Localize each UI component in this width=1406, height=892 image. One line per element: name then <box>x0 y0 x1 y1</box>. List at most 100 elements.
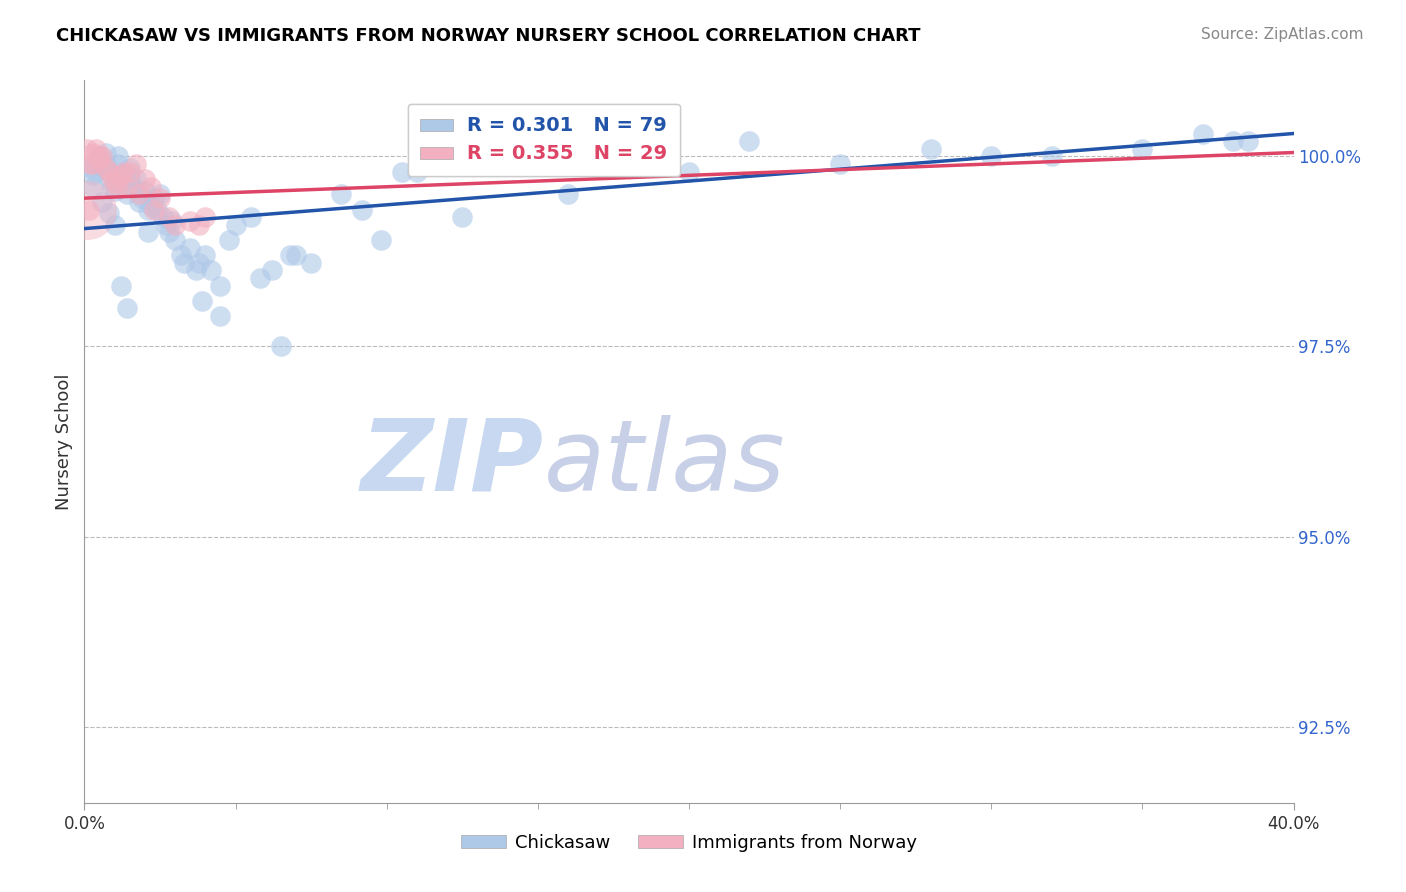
Point <box>830 157 852 171</box>
Point <box>107 157 129 171</box>
Point <box>1222 134 1244 148</box>
Point <box>352 202 374 217</box>
Point <box>110 278 132 293</box>
Point <box>94 161 117 175</box>
Point <box>512 142 534 156</box>
Point <box>149 187 172 202</box>
Point <box>91 161 114 175</box>
Point <box>112 164 135 178</box>
Point <box>82 145 104 160</box>
Point <box>225 218 247 232</box>
Point <box>165 218 187 232</box>
Point <box>165 233 187 247</box>
Point <box>188 256 211 270</box>
Point <box>76 202 98 217</box>
Point <box>115 179 138 194</box>
Point <box>94 145 117 160</box>
Point <box>112 164 135 178</box>
Point <box>118 172 141 186</box>
Point <box>89 153 111 168</box>
Point <box>188 218 211 232</box>
Point <box>97 164 120 178</box>
Point <box>79 161 101 175</box>
Point <box>110 169 132 183</box>
Point <box>157 210 180 224</box>
Point <box>239 210 262 224</box>
Point <box>160 214 183 228</box>
Point <box>738 134 761 148</box>
Point <box>980 149 1002 163</box>
Point <box>100 172 122 186</box>
Point <box>91 149 114 163</box>
Point <box>299 256 322 270</box>
Point <box>107 149 129 163</box>
Point <box>170 248 193 262</box>
Point <box>157 226 180 240</box>
Point <box>77 202 100 217</box>
Text: Source: ZipAtlas.com: Source: ZipAtlas.com <box>1201 27 1364 42</box>
Point <box>118 164 141 178</box>
Point <box>104 218 127 232</box>
Point <box>149 191 172 205</box>
Point <box>79 157 101 171</box>
Point <box>1192 127 1215 141</box>
Point <box>179 241 201 255</box>
Point <box>557 187 579 202</box>
Point <box>200 263 222 277</box>
Point <box>82 179 104 194</box>
Point <box>131 191 153 205</box>
Point <box>86 157 108 171</box>
Point <box>128 187 150 202</box>
Legend: R = 0.301   N = 79, R = 0.355   N = 29: R = 0.301 N = 79, R = 0.355 N = 29 <box>408 103 681 176</box>
Point <box>209 278 232 293</box>
Point <box>218 233 240 247</box>
Point <box>94 157 117 171</box>
Point <box>91 194 114 209</box>
Point <box>86 142 108 156</box>
Point <box>270 339 292 353</box>
Point <box>121 179 143 194</box>
Point <box>285 248 308 262</box>
Point <box>110 169 132 183</box>
Point <box>179 214 201 228</box>
Point <box>139 179 162 194</box>
Point <box>115 301 138 316</box>
Point <box>115 187 138 202</box>
Point <box>89 149 111 163</box>
Point <box>1132 142 1154 156</box>
Point <box>134 172 156 186</box>
Point <box>370 233 392 247</box>
Point <box>107 179 129 194</box>
Point <box>451 210 474 224</box>
Point <box>125 172 148 186</box>
Point <box>1237 134 1260 148</box>
Point <box>330 187 353 202</box>
Point <box>128 194 150 209</box>
Point <box>104 176 127 190</box>
Point <box>97 172 120 186</box>
Point <box>260 263 283 277</box>
Point <box>104 184 127 198</box>
Point <box>155 218 177 232</box>
Point <box>134 184 156 198</box>
Point <box>406 164 429 178</box>
Point <box>82 169 104 183</box>
Text: CHICKASAW VS IMMIGRANTS FROM NORWAY NURSERY SCHOOL CORRELATION CHART: CHICKASAW VS IMMIGRANTS FROM NORWAY NURS… <box>56 27 921 45</box>
Point <box>617 149 640 163</box>
Point <box>191 293 214 308</box>
Point <box>136 202 159 217</box>
Point <box>249 271 271 285</box>
Point <box>118 161 141 175</box>
Point <box>146 202 169 217</box>
Point <box>142 202 165 217</box>
Point <box>152 210 174 224</box>
Point <box>100 179 122 194</box>
Y-axis label: Nursery School: Nursery School <box>55 373 73 510</box>
Point <box>89 153 111 168</box>
Text: ZIP: ZIP <box>361 415 544 512</box>
Point <box>76 142 98 156</box>
Point <box>86 164 108 178</box>
Point <box>278 248 301 262</box>
Point <box>173 256 195 270</box>
Point <box>139 199 162 213</box>
